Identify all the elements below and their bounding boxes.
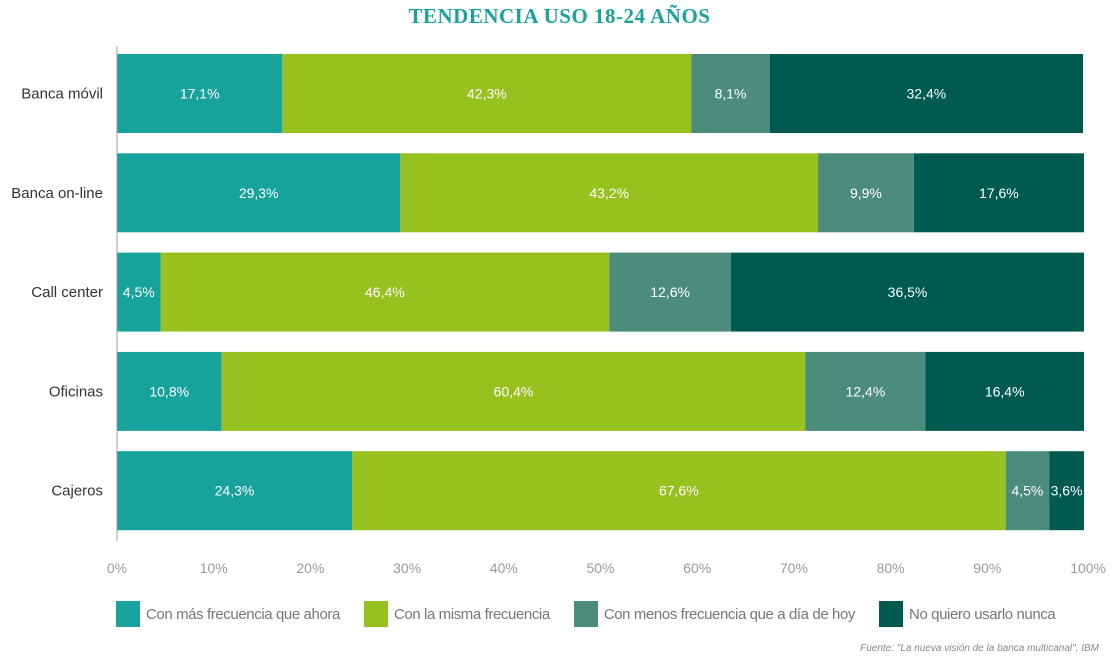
chart-title: TENDENCIA USO 18-24 AÑOS bbox=[408, 4, 711, 28]
legend-item: Con la misma frecuencia bbox=[363, 601, 550, 627]
legend-item: No quiero usarlo nunca bbox=[879, 601, 1056, 627]
bar-segment bbox=[351, 451, 1006, 531]
data-label: 32,4% bbox=[907, 86, 947, 102]
bar-segment bbox=[282, 54, 692, 133]
data-label: 43,2% bbox=[589, 185, 629, 201]
legend-swatch bbox=[116, 601, 140, 627]
bar-segment bbox=[221, 351, 806, 431]
bar-segment bbox=[117, 351, 222, 431]
data-label: 46,4% bbox=[365, 284, 405, 300]
x-tick-label: 20% bbox=[296, 560, 324, 576]
category-label: Oficinas bbox=[49, 383, 103, 400]
data-label: 10,8% bbox=[149, 383, 189, 399]
data-label: 60,4% bbox=[494, 383, 534, 399]
legend-swatch bbox=[573, 601, 598, 627]
data-label: 17,6% bbox=[979, 185, 1019, 201]
legend-item: Con más frecuencia que ahora bbox=[116, 601, 340, 627]
bar-segment bbox=[805, 351, 926, 431]
x-tick-label: 60% bbox=[683, 560, 711, 576]
bar-segment bbox=[609, 252, 732, 332]
x-tick-label: 40% bbox=[490, 560, 518, 576]
bar-segment bbox=[117, 252, 161, 332]
legend-label: No quiero usarlo nunca bbox=[909, 605, 1056, 623]
x-tick-label: 90% bbox=[973, 560, 1001, 576]
source-note: Fuente: "La nueva visión de la banca mul… bbox=[860, 643, 1099, 654]
data-label: 16,4% bbox=[985, 383, 1025, 399]
x-tick-label: 0% bbox=[107, 560, 127, 576]
bar-segment bbox=[117, 54, 283, 133]
category-labels: Banca móvil Banca on-line Call center Ofici… bbox=[11, 86, 103, 500]
bar-segment bbox=[769, 54, 1084, 133]
data-label: 8,1% bbox=[715, 86, 747, 102]
legend-swatch bbox=[363, 601, 388, 627]
bar-segment bbox=[913, 153, 1084, 233]
data-label: 17,1% bbox=[180, 86, 220, 102]
x-tick-label: 30% bbox=[393, 560, 421, 576]
legend: Con más frecuencia que ahora Con la misma… bbox=[116, 600, 1079, 628]
legend-label: Con la misma frecuencia bbox=[393, 605, 550, 623]
data-label: 24,3% bbox=[215, 483, 255, 499]
bars-layer: 17,1% 42,3% 8,1% 32,4% 29,3% 43,2% 9,9% 17,6% 4,… bbox=[117, 54, 1084, 531]
data-label: 3,6% bbox=[1051, 483, 1083, 499]
bar-segment bbox=[117, 153, 401, 233]
legend-swatch bbox=[879, 601, 904, 627]
bar-segment bbox=[1049, 451, 1084, 531]
category-label: Banca móvil bbox=[21, 86, 103, 103]
legend-label: Con más frecuencia que ahora bbox=[146, 605, 340, 623]
legend-label: Con menos frecuencia que a día de hoy bbox=[603, 605, 856, 623]
x-axis-ticks: 0% 10% 20% 30% 40% 50% 60% 70% 80% 90% 100% bbox=[107, 560, 1106, 576]
bar-segment bbox=[818, 153, 914, 233]
bar-segment bbox=[925, 351, 1084, 431]
bar-segment bbox=[731, 252, 1084, 332]
data-label: 12,6% bbox=[650, 284, 690, 300]
category-label: Banca on-line bbox=[11, 185, 103, 202]
data-label: 29,3% bbox=[239, 185, 279, 201]
x-tick-label: 10% bbox=[200, 560, 228, 576]
stacked-bar-chart: 17,1% 42,3% 8,1% 32,4% 29,3% 43,2% 9,9% 17,6% 4,… bbox=[11, 46, 1106, 576]
data-label: 12,4% bbox=[846, 383, 886, 399]
data-label: 36,5% bbox=[888, 284, 928, 300]
data-label: 9,9% bbox=[850, 185, 882, 201]
x-tick-label: 50% bbox=[586, 560, 614, 576]
x-tick-label: 100% bbox=[1070, 560, 1106, 576]
data-label: 4,5% bbox=[123, 284, 155, 300]
category-label: Cajeros bbox=[51, 483, 103, 500]
category-label: Call center bbox=[31, 284, 103, 301]
bar-segment bbox=[117, 451, 352, 531]
x-tick-label: 70% bbox=[780, 560, 808, 576]
data-label: 4,5% bbox=[1011, 483, 1043, 499]
data-label: 67,6% bbox=[659, 483, 699, 499]
x-tick-label: 80% bbox=[877, 560, 905, 576]
bar-segment bbox=[691, 54, 770, 133]
bar-segment bbox=[400, 153, 819, 233]
data-label: 42,3% bbox=[467, 86, 507, 102]
bar-segment bbox=[160, 252, 610, 332]
bar-segment bbox=[1005, 451, 1050, 531]
legend-item: Con menos frecuencia que a día de hoy bbox=[573, 601, 856, 627]
